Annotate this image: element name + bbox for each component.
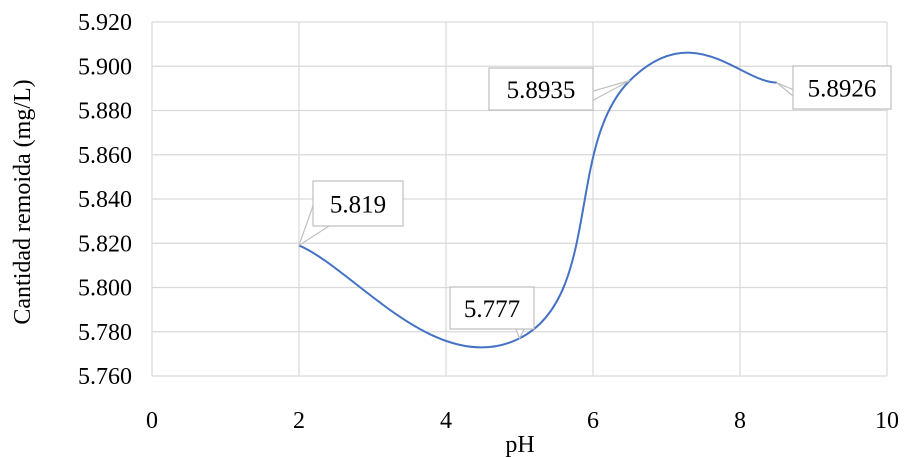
y-tick-label: 5.780: [78, 320, 132, 346]
series-line: [298, 51, 777, 349]
data-label-text: 5.819: [330, 192, 386, 219]
x-tick-label: 4: [440, 408, 452, 434]
y-tick-label: 5.920: [78, 10, 132, 36]
data-label: 5.8926: [776, 65, 892, 110]
data-label-text: 5.8926: [808, 76, 877, 103]
y-axis-title: Cantidad remoida (mg/L): [10, 79, 36, 324]
callout-box: [488, 67, 594, 111]
x-axis-title: pH: [505, 432, 534, 457]
data-label: 5.8935: [488, 67, 631, 111]
y-tick-label: 5.900: [78, 54, 132, 80]
x-tick-label: 0: [146, 408, 158, 434]
y-tick-label: 5.820: [78, 231, 132, 257]
y-tick-labels: 5.760 5.780 5.800 5.820 5.840 5.860 5.880 5.900…: [78, 10, 132, 390]
data-label-text: 5.8935: [507, 77, 576, 104]
data-label-text: 5.777: [464, 296, 520, 323]
x-tick-label: 10: [875, 408, 899, 434]
y-tick-label: 5.760: [78, 364, 132, 390]
y-tick-label: 5.860: [78, 143, 132, 169]
x-tick-label: 8: [734, 408, 746, 434]
x-tick-labels: 0 2 4 6 8 10: [146, 408, 899, 434]
callout-box: [792, 65, 892, 110]
y-tick-label: 5.840: [78, 187, 132, 213]
data-label: 5.819: [297, 180, 404, 247]
callout-box: [449, 286, 535, 330]
x-tick-label: 2: [293, 408, 305, 434]
y-tick-label: 5.880: [78, 99, 132, 125]
plot-area: [298, 51, 777, 349]
y-tick-label: 5.800: [78, 276, 132, 302]
callout-box: [312, 180, 404, 227]
x-tick-label: 6: [587, 408, 599, 434]
data-callouts: 5.819 5.777 5.8935 5.8926: [297, 65, 892, 340]
data-label: 5.777: [449, 286, 535, 340]
grid-lines: [151, 21, 888, 377]
